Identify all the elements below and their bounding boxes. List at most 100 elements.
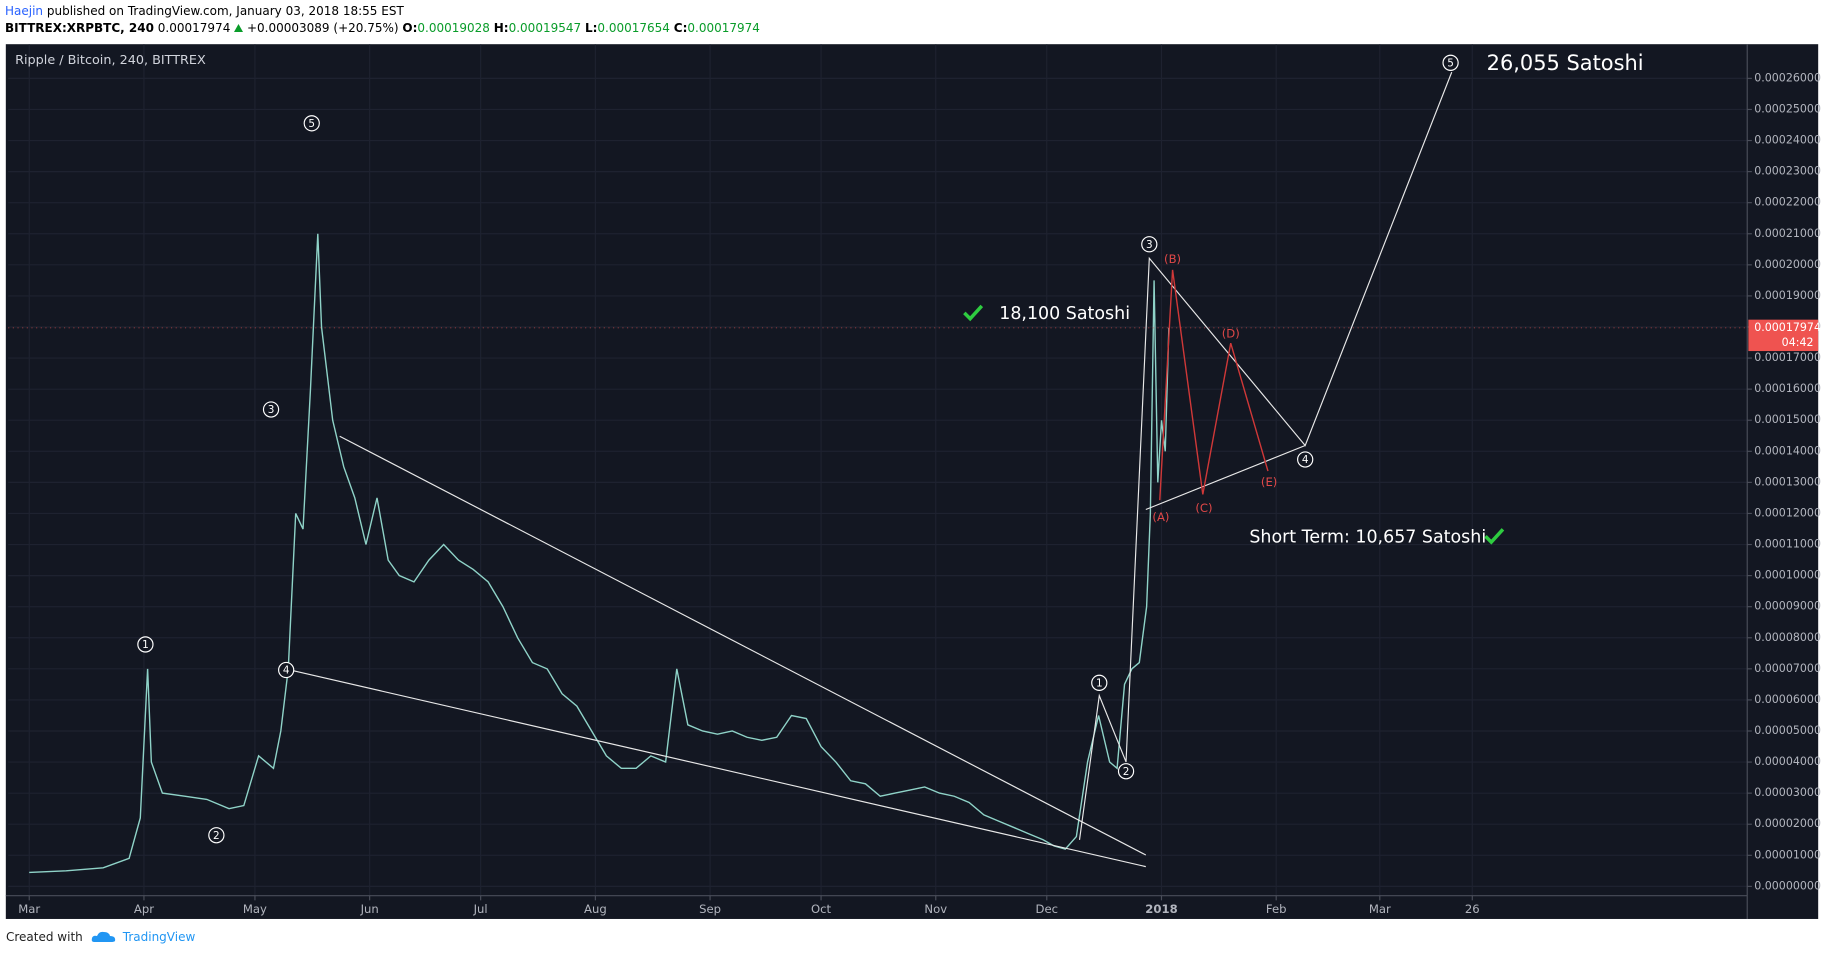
y-tick-label: 0.00010000: [1754, 569, 1821, 582]
x-tick-label: Sep: [699, 902, 721, 916]
x-tick-label: 26: [1465, 902, 1480, 916]
target-label: 26,055 Satoshi: [1487, 51, 1644, 75]
y-tick-label: 0.00000000: [1754, 879, 1821, 892]
corrective-label: (A): [1152, 510, 1169, 524]
brand[interactable]: TradingView: [122, 930, 196, 944]
y-tick-label: 0.00004000: [1754, 755, 1821, 768]
wave-circle: [1117, 763, 1135, 780]
l: 0.00017654: [597, 21, 670, 35]
y-tick-label: 0.00026000: [1754, 71, 1821, 84]
grid: 0.00000000 0.00001000 0.00002000 0.00003000…: [8, 44, 1821, 916]
c-label: C:: [673, 21, 688, 35]
y-tick-label: 0.00012000: [1754, 506, 1821, 519]
y-tick-label: 0.00019000: [1754, 289, 1821, 302]
y-tick-label: 0.00014000: [1754, 444, 1821, 457]
published: published on TradingView.com, January 03…: [46, 4, 404, 18]
last-price-box: [1748, 319, 1819, 352]
trendline: [339, 435, 1147, 856]
y-tick-label: 0.00015000: [1754, 413, 1821, 426]
y-tick-label: 0.00005000: [1754, 724, 1821, 737]
wave-circle: [137, 636, 154, 653]
trendline: [284, 668, 1146, 868]
wave-circle: [1141, 236, 1158, 253]
o-label: O:: [402, 21, 418, 35]
y-tick-label: 0.00011000: [1754, 538, 1821, 551]
check-mark: [1484, 528, 1505, 545]
wave-label: 3: [1146, 239, 1153, 251]
wave-label: 2: [213, 830, 220, 842]
y-tick-label: 0.00025000: [1754, 102, 1821, 115]
wave-circle: [303, 115, 320, 132]
check-mark: [963, 304, 984, 322]
l-label: L:: [584, 21, 598, 35]
x-tick-label: Apr: [134, 902, 154, 916]
y-tick-label: 0.00017000: [1754, 351, 1821, 364]
chart: 0.00000000 0.00001000 0.00002000 0.00003000…: [0, 43, 1824, 919]
target-label: 18,100 Satoshi: [999, 304, 1130, 324]
x-tick-label: Jun: [360, 902, 379, 916]
wave-label: 4: [1302, 454, 1309, 466]
wave-path: [1078, 71, 1453, 840]
up-arrow: [234, 24, 244, 32]
wave-label: 5: [1447, 57, 1454, 69]
wave-circle: [262, 401, 280, 418]
wave-circle: [1442, 54, 1459, 71]
wave-label: 2: [1123, 766, 1130, 778]
wave-circle: [278, 661, 295, 679]
y-tick-label: 0.00013000: [1754, 475, 1821, 488]
x-tick-label: Feb: [1266, 902, 1287, 916]
y-tick-label: 0.00001000: [1754, 848, 1821, 861]
y-tick-label: 0.00008000: [1754, 631, 1821, 644]
countdown: 04:42: [1782, 336, 1814, 349]
chart-title: Ripple / Bitcoin, 240, BITTREX: [15, 53, 206, 68]
last: 0.00017974: [157, 21, 231, 35]
y-tick-label: 0.00022000: [1754, 196, 1821, 209]
created: Created with: [6, 930, 83, 944]
h: 0.00019547: [508, 21, 582, 35]
corrective-label: (C): [1195, 501, 1212, 515]
y-tick-label: 0.00003000: [1754, 786, 1821, 799]
author[interactable]: Haejin: [5, 4, 44, 18]
x-tick-label: Jul: [473, 902, 488, 916]
y-tick-label: 0.00002000: [1754, 817, 1821, 830]
wave-circle: [1091, 674, 1108, 691]
chart-bg: [5, 44, 1819, 919]
x-tick-label: Nov: [924, 902, 947, 916]
symbol: BITTREX:XRPBTC, 240: [5, 21, 154, 35]
corrective-label: (D): [1222, 326, 1240, 340]
last-price-label: 0.00017974: [1754, 321, 1821, 334]
wave-label: 1: [1096, 677, 1103, 689]
header-line: Haejin published on TradingView.com, Jan…: [5, 3, 1824, 20]
h-label: H:: [493, 21, 509, 35]
y-tick-label: 0.00024000: [1754, 134, 1821, 147]
x-tick-label: Dec: [1036, 902, 1059, 916]
drawings: [284, 71, 1453, 868]
x-tick-label: 2018: [1145, 902, 1177, 916]
wave-circle: [1297, 451, 1314, 468]
plot: 0.00017974 04:42: [8, 233, 1821, 874]
x-tick-label: Aug: [584, 902, 607, 916]
y-tick-label: 0.00009000: [1754, 600, 1821, 613]
logo: [91, 931, 115, 942]
annotations: 1 2 3 4 5 1 2 3 4 5 (A) (B) (C) (D) (E) 26,055 Satoshi 1…: [137, 51, 1644, 844]
wave-label: 4: [283, 665, 290, 677]
wave-label: 5: [308, 118, 315, 130]
target-label: Short Term: 10,657 Satoshi: [1249, 527, 1486, 547]
corrective-label: (B): [1164, 252, 1181, 266]
y-tick-label: 0.00006000: [1754, 693, 1821, 706]
y-tick-label: 0.00021000: [1754, 227, 1821, 240]
x-tick-label: Oct: [811, 902, 832, 916]
corrective-path: [1159, 269, 1269, 501]
price-line: [29, 233, 1170, 874]
corrective-label: (E): [1261, 475, 1277, 489]
wave-circle: [208, 827, 225, 844]
y-tick-label: 0.00023000: [1754, 165, 1821, 178]
c: 0.00017974: [687, 21, 760, 35]
trendline: [1145, 444, 1306, 511]
wave-label: 3: [268, 404, 275, 416]
x-tick-label: Mar: [1369, 902, 1391, 916]
y-tick-label: 0.00007000: [1754, 662, 1821, 675]
x-tick-label: May: [243, 902, 267, 916]
change: +0.00003089 (+20.75%): [246, 21, 399, 35]
